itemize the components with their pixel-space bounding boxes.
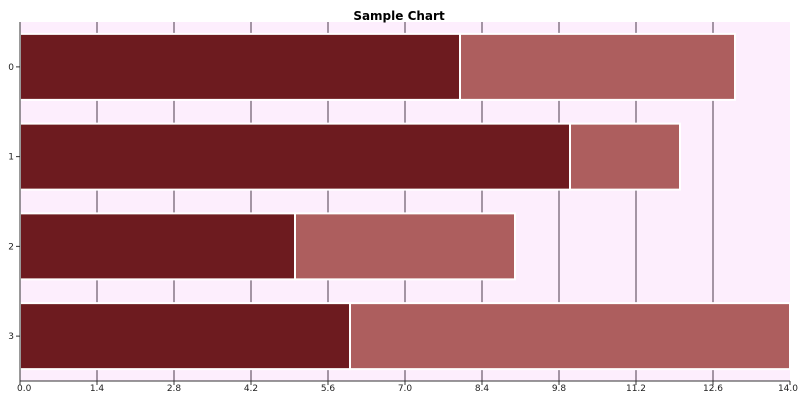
x-tick-label: 14.0	[778, 384, 798, 394]
x-tick-label: 9.8	[552, 384, 567, 394]
chart-title: Sample Chart	[353, 9, 445, 23]
y-tick-label: 0	[8, 63, 14, 73]
bar-series-0-cat-0	[19, 32, 461, 101]
x-tick-label: 11.2	[626, 384, 646, 394]
bars	[19, 32, 791, 371]
y-tick-label: 3	[8, 332, 14, 342]
y-tick-label: 1	[8, 153, 14, 163]
bar-series-1-cat-3	[349, 302, 791, 371]
x-tick-label: 12.6	[703, 384, 723, 394]
axes: 0.0 1.4 2.8 4.2 5.6 7.0 8.4 9.8 11.2 12.6 14.0 0 1 2 3	[8, 22, 798, 394]
x-tick-label: 8.4	[475, 384, 490, 394]
bar-series-1-cat-2	[294, 212, 516, 281]
bar-series-0-cat-1	[19, 122, 571, 191]
bar-series-1-cat-1	[569, 122, 681, 191]
x-tick-label: 7.0	[398, 384, 413, 394]
x-tick-label: 5.6	[321, 384, 336, 394]
x-tick-label: 2.8	[167, 384, 182, 394]
x-tick-label: 1.4	[90, 384, 105, 394]
y-tick-label: 2	[8, 242, 14, 252]
bar-series-1-cat-0	[459, 32, 736, 101]
bar-series-0-cat-2	[19, 212, 296, 281]
x-tick-label: 0.0	[17, 384, 32, 394]
bar-series-0-cat-3	[19, 302, 351, 371]
x-tick-label: 4.2	[244, 384, 258, 394]
